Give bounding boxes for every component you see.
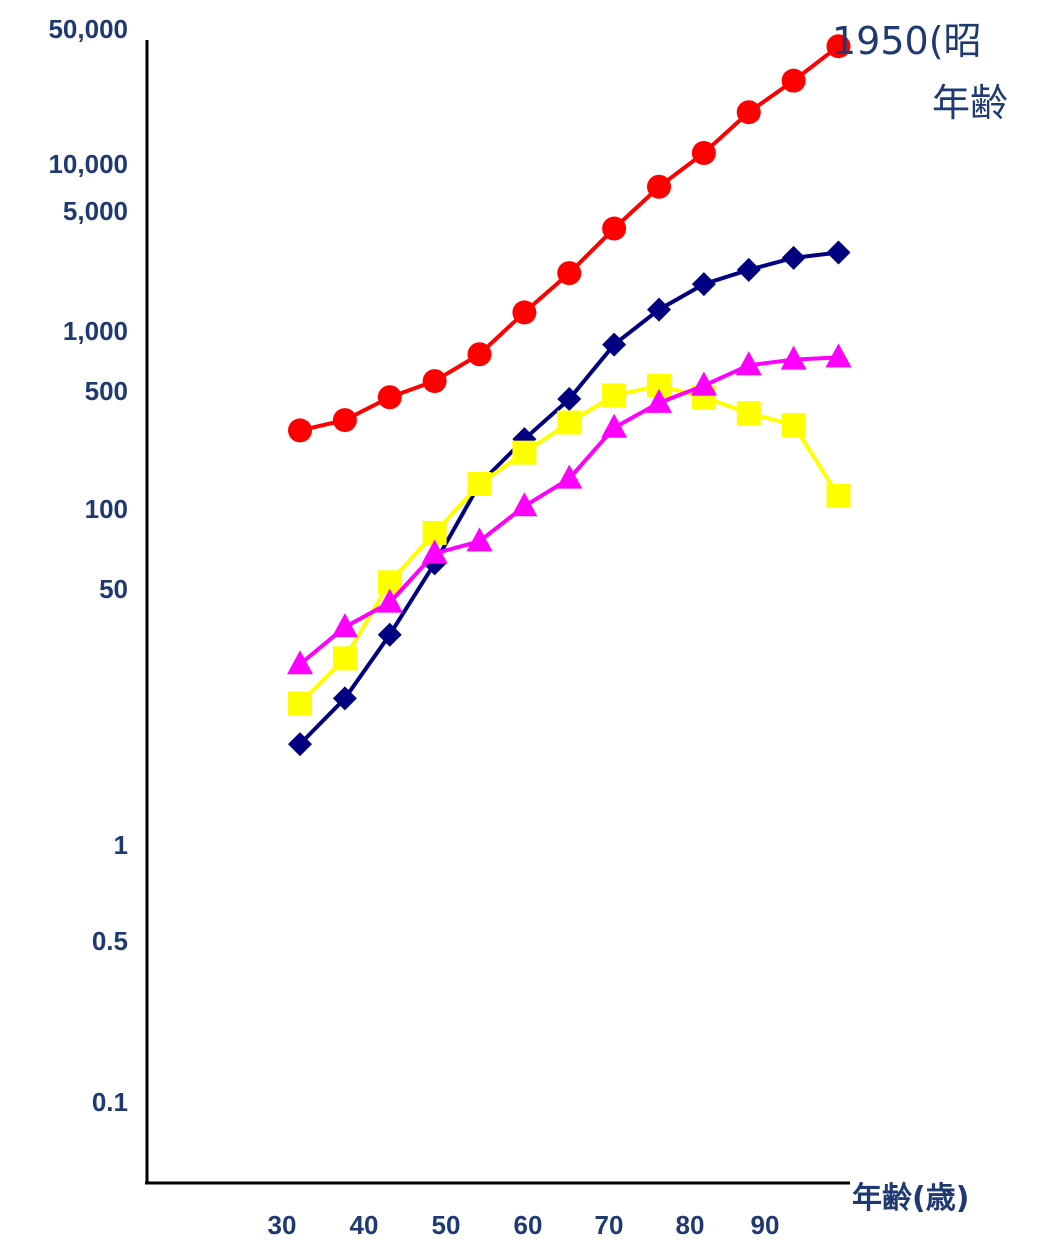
data-point bbox=[647, 297, 671, 322]
data-point bbox=[691, 141, 716, 166]
data-point bbox=[780, 345, 807, 370]
x-tick-label: 40 bbox=[349, 1210, 379, 1240]
x-tick-label: 70 bbox=[594, 1210, 624, 1240]
data-point bbox=[512, 300, 537, 325]
x-tick-label: 30 bbox=[267, 1210, 297, 1240]
x-tick-label: 50 bbox=[431, 1210, 461, 1240]
data-point bbox=[288, 732, 312, 757]
y-tick-label: 0.5 bbox=[91, 926, 128, 956]
data-point bbox=[511, 492, 538, 517]
y-tick-label: 50 bbox=[99, 574, 128, 604]
chart-title-line1: 1950(昭 bbox=[832, 19, 982, 63]
data-point bbox=[466, 527, 493, 552]
data-point bbox=[556, 464, 583, 489]
data-point bbox=[467, 342, 492, 367]
y-tick-label: 10,000 bbox=[48, 149, 128, 179]
x-tick-label: 60 bbox=[513, 1210, 543, 1240]
data-point bbox=[287, 650, 313, 675]
data-point bbox=[332, 686, 357, 711]
x-tick-label: 90 bbox=[750, 1210, 780, 1240]
data-point bbox=[781, 413, 806, 438]
data-point bbox=[557, 387, 582, 412]
data-point bbox=[601, 413, 628, 438]
y-tick-label: 1,000 bbox=[62, 316, 128, 346]
data-point bbox=[376, 588, 403, 613]
y-tick-label: 1 bbox=[113, 830, 128, 860]
chart-title-line2: 年齢 bbox=[932, 81, 1009, 125]
series-layer bbox=[287, 34, 852, 757]
y-tick-label: 5,000 bbox=[62, 196, 128, 226]
data-point bbox=[602, 216, 627, 241]
data-point bbox=[331, 613, 358, 638]
data-point bbox=[602, 383, 627, 408]
data-point bbox=[467, 471, 492, 496]
data-point bbox=[826, 34, 851, 59]
data-point bbox=[647, 174, 671, 199]
data-point bbox=[690, 371, 717, 396]
data-point bbox=[735, 351, 762, 376]
data-point bbox=[332, 646, 357, 671]
x-axis-label: 年齢(歳) bbox=[852, 1181, 970, 1216]
data-point bbox=[332, 408, 357, 433]
data-point bbox=[557, 410, 582, 435]
data-point bbox=[826, 483, 851, 508]
data-point bbox=[825, 343, 852, 368]
y-tick-label: 500 bbox=[84, 376, 128, 406]
data-point bbox=[736, 401, 761, 426]
data-point bbox=[691, 272, 716, 297]
data-point bbox=[557, 261, 582, 286]
data-point bbox=[421, 539, 448, 564]
y-tick-label: 50,000 bbox=[48, 14, 128, 44]
x-tick-label: 80 bbox=[675, 1210, 705, 1240]
data-point bbox=[781, 68, 806, 93]
data-point bbox=[512, 440, 537, 465]
data-point bbox=[377, 385, 402, 410]
series-line-1 bbox=[298, 250, 839, 746]
y-tick-label: 0.1 bbox=[91, 1087, 128, 1117]
data-point bbox=[288, 418, 312, 443]
data-point bbox=[736, 100, 761, 125]
data-point bbox=[377, 622, 402, 647]
data-point bbox=[736, 257, 761, 282]
data-point bbox=[781, 245, 806, 270]
data-point bbox=[646, 388, 672, 413]
y-tick-label: 100 bbox=[84, 494, 128, 524]
data-point bbox=[422, 369, 447, 394]
data-point bbox=[602, 332, 627, 357]
data-point bbox=[826, 240, 851, 265]
data-point bbox=[288, 691, 312, 716]
